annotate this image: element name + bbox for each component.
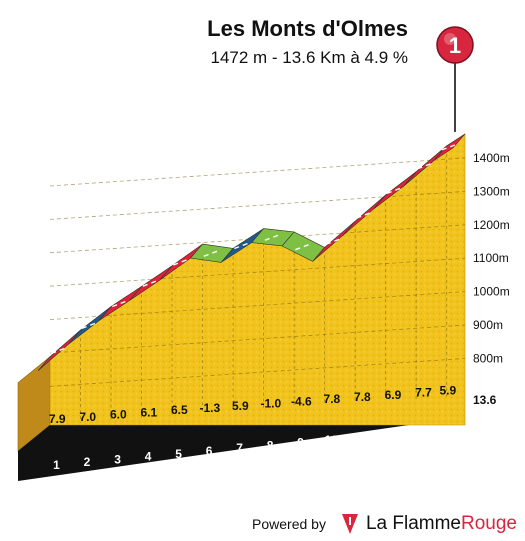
y-tick-label: 1200m: [473, 218, 510, 232]
gridline: [49, 358, 466, 387]
gradient-label: 6.0: [110, 408, 127, 422]
ribbon-dash: [356, 211, 373, 219]
gradient-label: -1.0: [261, 397, 282, 411]
marker-highlight: [444, 33, 456, 45]
ribbon-dash: [264, 233, 282, 241]
gradient-label: 6.5: [171, 403, 188, 417]
brand-name-accent: Rouge: [461, 513, 517, 534]
y-tick-label: 900m: [473, 318, 503, 332]
y-tick-label: 1300m: [473, 184, 510, 198]
y-tick-label: 1400m: [473, 151, 510, 165]
gradient-ribbon-segment: [434, 133, 466, 161]
gridline: [49, 324, 466, 354]
gridline: [49, 257, 466, 287]
km-label: 5: [175, 447, 182, 461]
km-label: 6: [206, 444, 213, 458]
ribbon-dash: [142, 279, 160, 287]
gridline: [49, 191, 466, 220]
gradient-label: 5.9: [232, 399, 249, 413]
gradient-label: 6.9: [385, 388, 402, 402]
km-label: 4: [145, 450, 152, 464]
km-label: 1: [53, 458, 60, 472]
gradient-label: 7.9: [49, 412, 66, 426]
gradient-label: 7.7: [415, 386, 432, 400]
gradient-label: 7.8: [354, 390, 371, 404]
ribbon-dash: [203, 249, 221, 257]
km-label: 2: [84, 455, 91, 469]
ribbon-dash: [112, 299, 129, 308]
km-label: 10: [324, 433, 338, 447]
climb-stats: 1472 m - 13.6 Km à 4.9 %: [210, 48, 409, 67]
ribbon-dash: [51, 346, 68, 355]
gradient-label: 5.9: [440, 383, 457, 397]
km-label: 12: [385, 427, 399, 441]
gridline: [49, 291, 466, 320]
km-label: 11: [355, 430, 368, 444]
y-tick-label: 1100m: [473, 251, 509, 265]
km-label: 13: [416, 424, 430, 438]
gradient-label: 7.8: [324, 392, 341, 406]
km-label: 9: [297, 436, 304, 450]
summit-marker-label: 1: [449, 33, 461, 58]
ribbon-dash: [325, 237, 343, 245]
climb-title: Les Monts d'Olmes: [207, 16, 408, 41]
ribbon-dash: [417, 162, 434, 170]
ribbon-dash: [386, 186, 404, 195]
gradient-label: -1.3: [199, 401, 220, 415]
ribbon-dash: [173, 258, 190, 266]
y-tick-label: 1000m: [473, 285, 510, 299]
summit-marker-icon: [436, 26, 474, 64]
ribbon-dash: [295, 243, 312, 251]
ribbon-dash: [81, 321, 99, 330]
powered-by-text: Powered by: [252, 516, 326, 532]
gridline: [49, 157, 466, 187]
ribbon-dash: [234, 241, 251, 250]
km-label: 8: [267, 438, 274, 452]
profile-area: [49, 133, 466, 426]
y-tick-label: 800m: [473, 351, 503, 365]
km-label: 7: [236, 441, 243, 455]
ribbon-dash: [441, 143, 459, 151]
end-distance-label: 13.6: [473, 393, 497, 407]
gradient-label: -4.6: [291, 394, 312, 408]
km-label: 3: [114, 452, 121, 466]
gradient-label: 7.0: [79, 410, 96, 424]
footer: Powered by La Flamme Rouge: [252, 512, 517, 536]
gradient-label: 6.1: [140, 405, 157, 419]
brand-name: La Flamme: [365, 513, 461, 534]
flame-logo-icon: [341, 514, 358, 534]
gridline: [49, 224, 466, 254]
